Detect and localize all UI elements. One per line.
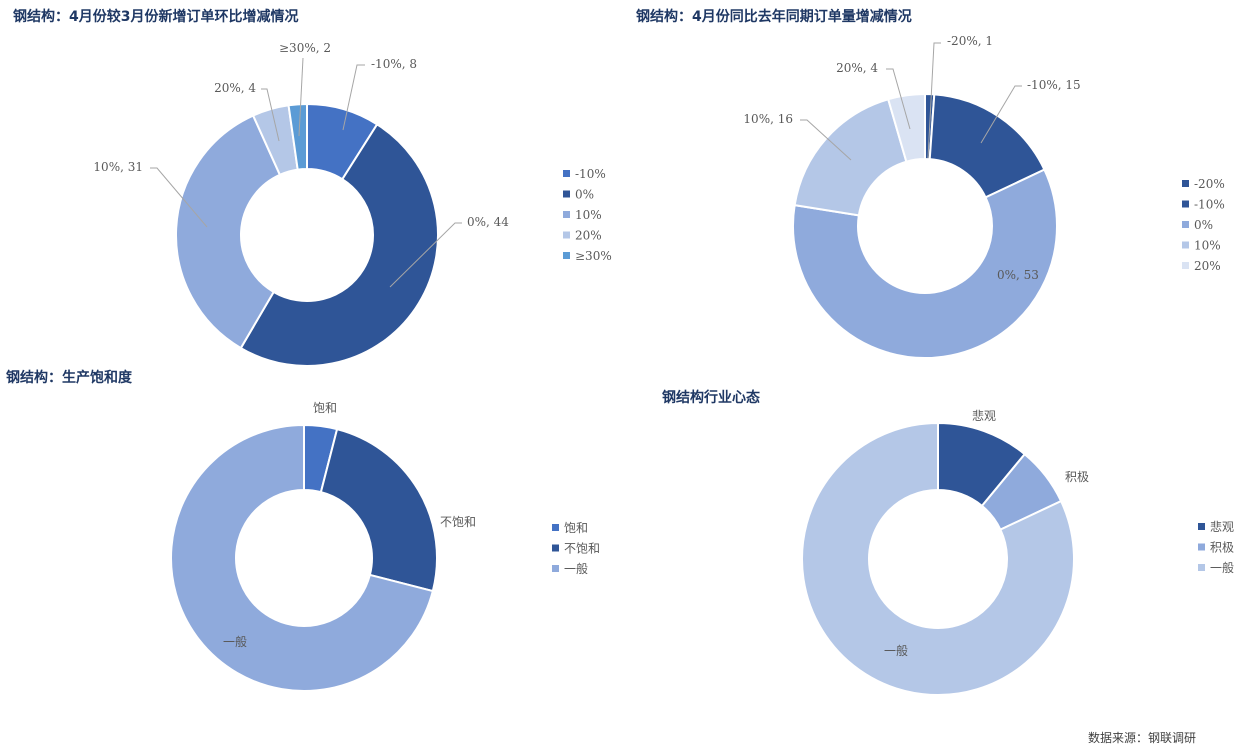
- slice-2-3: [792, 168, 1058, 359]
- leader-line-2-4: [800, 119, 852, 161]
- legend-label-1-5: ≥30%: [575, 249, 612, 263]
- legend-swatch-1-4: [563, 231, 570, 239]
- legend-label-2-1: -20%: [1194, 177, 1225, 191]
- legend-label-1-1: -10%: [575, 167, 606, 181]
- leader-line-1-5: [298, 57, 304, 137]
- legend-label-4-2: 积极: [1210, 541, 1234, 555]
- chart-3-title: 钢结构：生产饱和度: [6, 370, 132, 386]
- data-label-2-4: 10%, 16: [743, 112, 793, 126]
- data-source-note: 数据来源：钢联调研: [1088, 731, 1197, 745]
- legend-swatch-3-3: [552, 565, 559, 572]
- leader-line-2-2: [980, 85, 1022, 144]
- legend-swatch-2-4: [1182, 241, 1189, 249]
- legend-swatch-4-2: [1198, 543, 1205, 551]
- slice-1-3: [175, 114, 282, 350]
- legend-swatch-4-1: [1198, 523, 1205, 530]
- data-label-4-2: 积极: [1065, 470, 1089, 484]
- legend-swatch-1-2: [563, 190, 570, 198]
- legend-swatch-1-3: [563, 211, 570, 218]
- legend-label-3-1: 饱和: [564, 520, 588, 535]
- slice-3-2: [319, 427, 438, 593]
- data-label-2-3: 0%, 53: [997, 268, 1039, 282]
- data-label-1-1: -10%, 8: [371, 57, 417, 71]
- legend-1: -10% 0% 10% 20% ≥30%: [563, 167, 612, 263]
- chart-4-title: 钢结构行业心态: [662, 390, 760, 406]
- legend-label-2-3: 0%: [1194, 218, 1213, 232]
- leader-line-1-3: [150, 167, 208, 228]
- legend-label-3-2: 不饱和: [564, 541, 600, 556]
- leader-line-2-5: [886, 68, 911, 130]
- data-label-2-2: -10%, 15: [1027, 78, 1081, 92]
- legend-swatch-2-2: [1182, 200, 1189, 208]
- legend-swatch-2-1: [1182, 180, 1189, 187]
- chart-1-title: 钢结构：4月份较3月份新增订单环比增减情况: [13, 9, 299, 25]
- data-label-1-5: ≥30%, 2: [279, 41, 331, 55]
- leader-line-1-1: [342, 64, 365, 131]
- data-label-2-1: -20%, 1: [947, 34, 993, 48]
- legend-swatch-3-2: [552, 544, 559, 552]
- legend-swatch-1-1: [563, 170, 570, 177]
- legend-label-4-1: 悲观: [1210, 519, 1234, 534]
- leader-line-1-4: [261, 88, 280, 142]
- legend-label-2-4: 10%: [1194, 239, 1221, 253]
- legend-label-1-4: 20%: [575, 229, 602, 243]
- slice-4-3: [801, 421, 1075, 696]
- data-label-1-3: 10%, 31: [93, 160, 143, 174]
- donut-chart-1: -10%, 8 0%, 44 10%, 31 20%, 4 ≥30%, 2 -10% 0% 1…: [93, 41, 612, 367]
- legend-2: -20% -10% 0% 10% 20%: [1182, 177, 1225, 273]
- legend-label-3-3: 一般: [564, 561, 588, 576]
- data-label-3-2: 不饱和: [440, 514, 476, 529]
- data-label-2-5: 20%, 4: [836, 61, 878, 75]
- data-label-3-1: 饱和: [313, 400, 337, 415]
- legend-label-4-3: 一般: [1210, 560, 1234, 575]
- donut-chart-2: -20%, 1 -10%, 15 0%, 53 10%, 16 20%, 4 -20% -1…: [743, 34, 1225, 359]
- legend-label-2-2: -10%: [1194, 198, 1225, 212]
- legend-swatch-4-3: [1198, 564, 1205, 571]
- legend-label-1-3: 10%: [575, 208, 602, 222]
- slice-1-2: [239, 122, 439, 367]
- slice-1-5: [287, 102, 308, 171]
- data-label-4-1: 悲观: [972, 408, 996, 423]
- chart-2-title: 钢结构：4月份同比去年同期订单量增减情况: [636, 9, 912, 25]
- leader-line-1-2: [389, 222, 462, 288]
- legend-label-1-2: 0%: [575, 188, 594, 202]
- data-label-1-2: 0%, 44: [467, 215, 509, 229]
- legend-swatch-2-5: [1182, 262, 1189, 269]
- leader-line-2-1: [927, 42, 941, 159]
- legend-swatch-3-1: [552, 524, 559, 531]
- legend-swatch-2-3: [1182, 221, 1189, 228]
- data-label-1-4: 20%, 4: [214, 81, 256, 95]
- data-label-3-3: 一般: [223, 634, 247, 649]
- legend-label-2-5: 20%: [1194, 259, 1221, 273]
- slice-3-3: [170, 423, 435, 692]
- legend-swatch-1-5: [563, 252, 570, 259]
- data-label-4-3: 一般: [884, 643, 908, 658]
- slice-2-4: [793, 97, 908, 217]
